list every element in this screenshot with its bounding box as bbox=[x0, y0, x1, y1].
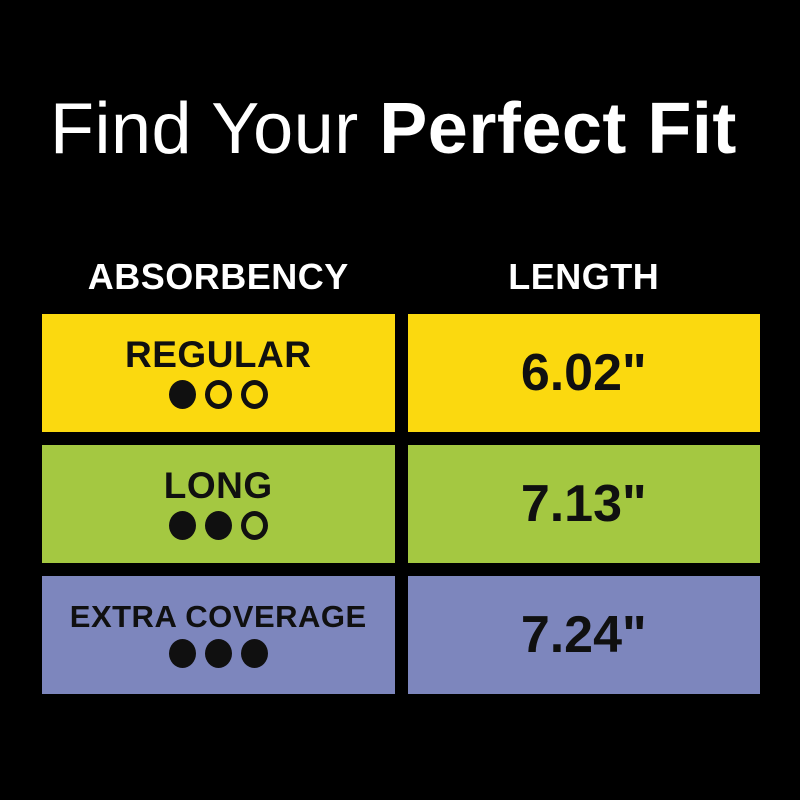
filled-dot-icon bbox=[168, 380, 196, 410]
column-header-absorbency: ABSORBENCY bbox=[87, 255, 349, 297]
absorbency-label-extra-coverage: EXTRA COVERAGE bbox=[69, 599, 367, 635]
absorbency-label-long: LONG bbox=[163, 465, 273, 507]
filled-dot-icon bbox=[204, 639, 232, 669]
absorbency-label-regular: REGULAR bbox=[125, 334, 312, 376]
length-value-long: 7.13" bbox=[520, 474, 647, 533]
title-regular-part: Find Your bbox=[50, 89, 380, 169]
absorbency-dots-regular bbox=[168, 380, 268, 410]
absorbency-cell-regular: REGULAR bbox=[42, 313, 395, 432]
fit-table: REGULAR 6.02" LONG 7.13" EXTRA COVERAGE … bbox=[42, 313, 760, 694]
title-bold-part: Perfect Fit bbox=[379, 89, 737, 169]
filled-dot-icon bbox=[204, 511, 232, 541]
filled-dot-icon bbox=[168, 511, 196, 541]
length-cell-long: 7.13" bbox=[407, 444, 760, 563]
empty-dot-icon bbox=[240, 380, 268, 410]
absorbency-cell-long: LONG bbox=[42, 444, 395, 563]
empty-dot-icon bbox=[240, 511, 268, 541]
column-header-length: LENGTH bbox=[508, 255, 660, 297]
page-title: Find Your Perfect Fit bbox=[50, 89, 760, 169]
length-cell-extra-coverage: 7.24" bbox=[407, 575, 760, 694]
absorbency-dots-extra-coverage bbox=[168, 639, 268, 669]
filled-dot-icon bbox=[168, 639, 196, 669]
empty-dot-icon bbox=[204, 380, 232, 410]
column-headers: ABSORBENCY LENGTH bbox=[42, 256, 760, 298]
length-value-regular: 6.02" bbox=[520, 343, 647, 402]
absorbency-cell-extra-coverage: EXTRA COVERAGE bbox=[42, 575, 395, 694]
length-cell-regular: 6.02" bbox=[407, 313, 760, 432]
length-value-extra-coverage: 7.24" bbox=[520, 605, 647, 664]
absorbency-dots-long bbox=[168, 511, 268, 541]
fit-infographic: Find Your Perfect Fit ABSORBENCY LENGTH … bbox=[42, 89, 760, 694]
filled-dot-icon bbox=[240, 639, 268, 669]
